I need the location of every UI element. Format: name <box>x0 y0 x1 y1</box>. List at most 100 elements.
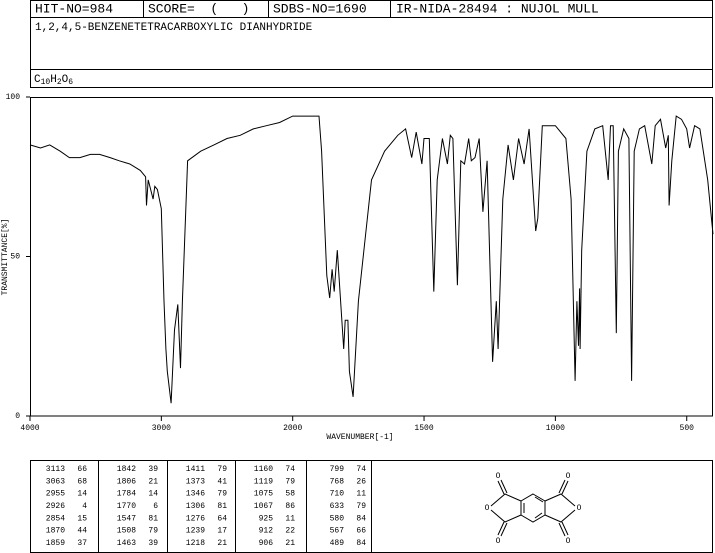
peak-wavenumber: 489 <box>330 539 345 548</box>
peak-wavenumber: 1859 <box>46 539 65 548</box>
peak-wavenumber: 1075 <box>254 490 273 499</box>
peak-wavenumber: 1806 <box>117 477 136 486</box>
peak-wavenumber: 3063 <box>46 477 65 486</box>
peak-transmittance: 79 <box>217 490 227 499</box>
bond <box>534 512 543 519</box>
peak-wavenumber: 912 <box>259 527 274 536</box>
plot-frame <box>30 97 713 417</box>
formula-sub: 6 <box>68 78 73 87</box>
peak-transmittance: 44 <box>77 527 87 536</box>
peak-transmittance: 14 <box>77 490 87 499</box>
peak-transmittance: 74 <box>285 465 295 474</box>
peak-wavenumber: 2926 <box>46 502 65 511</box>
peak-wavenumber: 1463 <box>117 539 136 548</box>
peak-wavenumber: 1346 <box>186 490 205 499</box>
peak-wavenumber: 1547 <box>117 514 136 523</box>
y-axis-label: TRANSMITTANCE[%] <box>1 219 10 296</box>
x-tick-label: 2000 <box>283 424 302 433</box>
x-tick-label: 1500 <box>414 424 433 433</box>
bond <box>500 479 508 494</box>
peak-wavenumber: 1784 <box>117 490 136 499</box>
bond <box>558 479 566 494</box>
peak-wavenumber: 567 <box>330 527 345 536</box>
sdbs-no: SDBS-NO=1690 <box>273 1 367 16</box>
formula-part: C <box>34 74 41 86</box>
y-tick-label: 100 <box>6 93 21 102</box>
peak-transmittance: 11 <box>285 514 295 523</box>
formula-part: H <box>50 74 57 86</box>
spectrum-line <box>29 115 714 404</box>
peak-wavenumber: 3113 <box>46 465 65 474</box>
bond <box>497 480 505 495</box>
peak-transmittance: 81 <box>217 502 227 511</box>
peak-wavenumber: 1218 <box>186 539 205 548</box>
bond <box>561 521 569 536</box>
peak-transmittance: 39 <box>148 539 158 548</box>
peak-wavenumber: 768 <box>330 477 345 486</box>
atom-label: O <box>577 504 582 513</box>
peak-transmittance: 68 <box>77 477 87 486</box>
bond <box>500 522 508 537</box>
atom-label: O <box>496 472 501 481</box>
peak-wavenumber: 906 <box>259 539 274 548</box>
y-tick-label: 0 <box>15 412 20 421</box>
peak-wavenumber: 633 <box>330 502 345 511</box>
x-tick-label: 500 <box>680 424 695 433</box>
peak-transmittance: 22 <box>285 527 295 536</box>
header-box <box>30 0 713 88</box>
peak-transmittance: 11 <box>356 490 366 499</box>
peak-wavenumber: 1306 <box>186 502 205 511</box>
peak-wavenumber: 1508 <box>117 527 136 536</box>
peak-wavenumber: 1239 <box>186 527 205 536</box>
atom-label: O <box>485 504 490 513</box>
x-tick-label: 1000 <box>546 424 565 433</box>
structure <box>490 479 576 537</box>
peak-transmittance: 58 <box>285 490 295 499</box>
peak-transmittance: 84 <box>356 539 366 548</box>
peak-transmittance: 17 <box>217 527 227 536</box>
benzene-ring <box>520 493 546 523</box>
x-tick-label: 4000 <box>20 424 39 433</box>
y-tick-label: 50 <box>10 253 20 262</box>
atom-label: O <box>566 472 571 481</box>
formula-part: O <box>62 74 69 86</box>
peak-transmittance: 79 <box>356 502 366 511</box>
bond <box>497 521 505 536</box>
atom-label: O <box>566 537 571 546</box>
peak-wavenumber: 1770 <box>117 502 136 511</box>
formula-sub: 2 <box>57 78 62 87</box>
peak-transmittance: 79 <box>148 527 158 536</box>
peak-transmittance: 15 <box>77 514 87 523</box>
peak-wavenumber: 1119 <box>254 477 273 486</box>
peak-wavenumber: 2854 <box>46 514 65 523</box>
peak-wavenumber: 1160 <box>254 465 273 474</box>
peak-wavenumber: 925 <box>259 514 274 523</box>
peak-transmittance: 79 <box>285 477 295 486</box>
peak-transmittance: 41 <box>217 477 227 486</box>
peak-wavenumber: 1276 <box>186 514 205 523</box>
peak-wavenumber: 1842 <box>117 465 136 474</box>
peak-transmittance: 21 <box>217 539 227 548</box>
peak-wavenumber: 1373 <box>186 477 205 486</box>
score: SCORE= ( ) <box>148 1 249 16</box>
bond <box>490 509 522 523</box>
peak-transmittance: 21 <box>285 539 295 548</box>
bond <box>544 509 576 523</box>
peak-transmittance: 39 <box>148 465 158 474</box>
peak-transmittance: 66 <box>77 465 87 474</box>
peak-transmittance: 6 <box>153 502 158 511</box>
peak-wavenumber: 799 <box>330 465 345 474</box>
peak-transmittance: 37 <box>77 539 87 548</box>
peak-transmittance: 74 <box>356 465 366 474</box>
peak-wavenumber: 1870 <box>46 527 65 536</box>
x-axis-label: WAVENUMBER[-1] <box>326 433 393 442</box>
peak-table: 3113 66 3063 68 2955 14 2926 4 2854 15 1870 44 1859 3… <box>46 460 366 553</box>
bond <box>490 493 522 507</box>
peak-transmittance: 21 <box>148 477 158 486</box>
peak-transmittance: 79 <box>217 465 227 474</box>
peak-wavenumber: 1411 <box>186 465 205 474</box>
peak-transmittance: 64 <box>217 514 227 523</box>
hit-no: HIT-NO=984 <box>35 1 113 16</box>
atom-label: O <box>496 537 501 546</box>
